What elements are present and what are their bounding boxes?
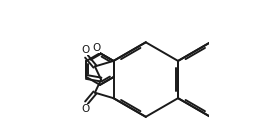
- Text: O: O: [81, 104, 90, 114]
- Text: O: O: [92, 43, 101, 54]
- Text: O: O: [81, 45, 90, 55]
